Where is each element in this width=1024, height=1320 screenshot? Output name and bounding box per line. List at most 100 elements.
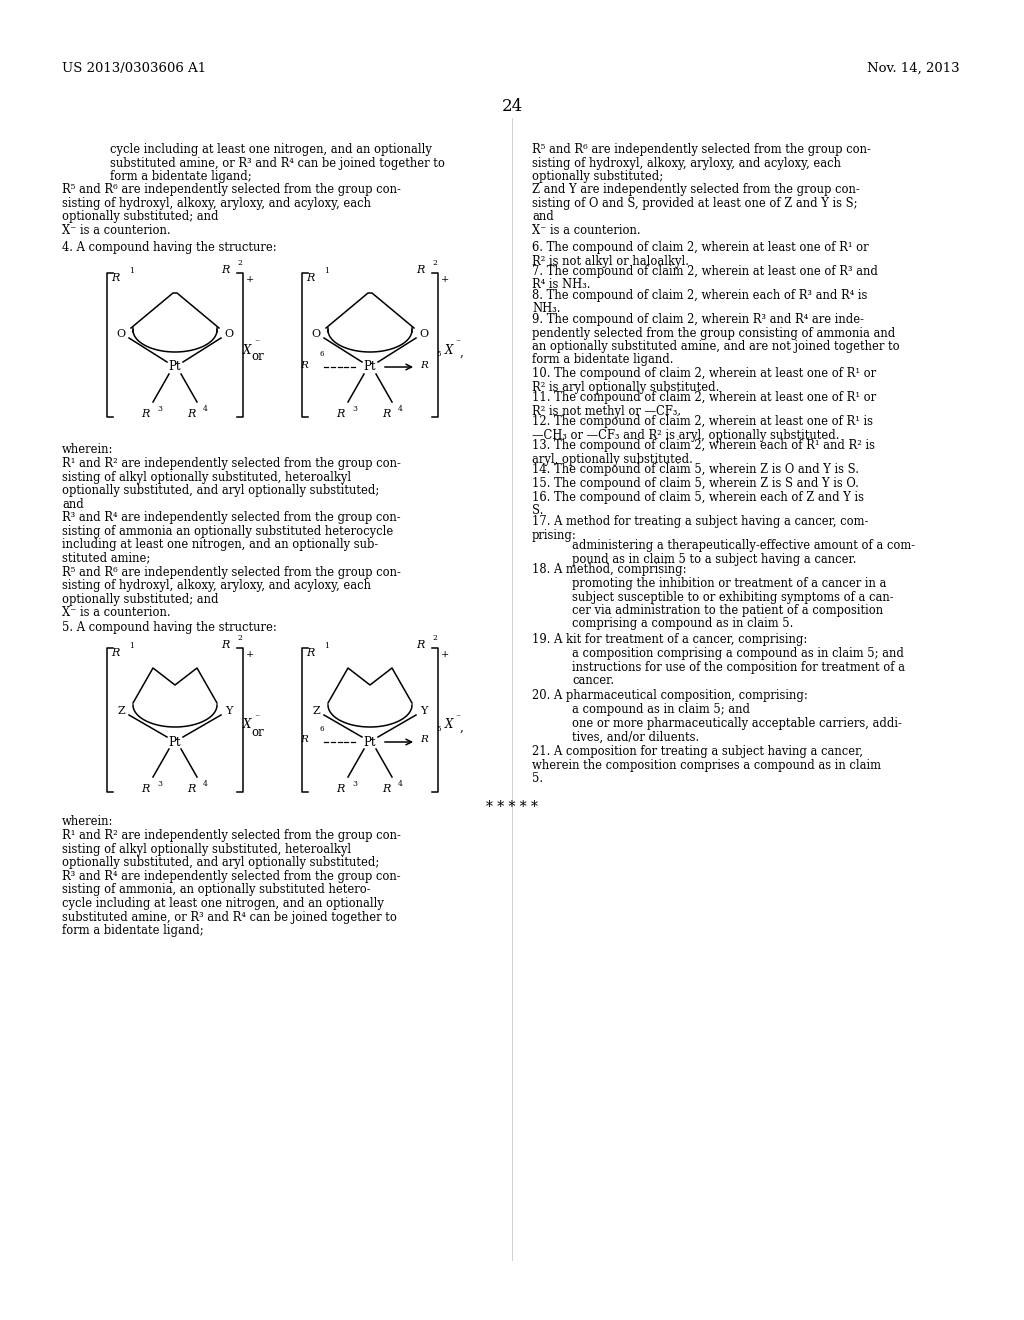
Text: Pt: Pt xyxy=(169,360,181,374)
Text: 6: 6 xyxy=(319,350,324,358)
Text: 15. The compound of claim 5, wherein Z is S and Y is O.: 15. The compound of claim 5, wherein Z i… xyxy=(532,477,859,490)
Text: R: R xyxy=(112,648,120,657)
Text: 19. A kit for treatment of a cancer, comprising:: 19. A kit for treatment of a cancer, com… xyxy=(532,634,807,645)
Text: Z: Z xyxy=(117,706,125,715)
Text: substituted amine, or R³ and R⁴ can be joined together to: substituted amine, or R³ and R⁴ can be j… xyxy=(62,911,397,924)
Text: substituted amine, or R³ and R⁴ can be joined together to: substituted amine, or R³ and R⁴ can be j… xyxy=(110,157,444,169)
Text: R: R xyxy=(416,640,424,649)
Text: 5.: 5. xyxy=(532,772,543,785)
Text: cer via administration to the patient of a composition: cer via administration to the patient of… xyxy=(572,605,883,616)
Text: +: + xyxy=(246,649,254,659)
Text: R⁴ is NH₃.: R⁴ is NH₃. xyxy=(532,279,591,292)
Text: and: and xyxy=(532,210,554,223)
Text: optionally substituted; and: optionally substituted; and xyxy=(62,593,218,606)
Text: X: X xyxy=(243,718,251,731)
Text: 3: 3 xyxy=(352,405,357,413)
Text: R⁵ and R⁶ are independently selected from the group con-: R⁵ and R⁶ are independently selected fro… xyxy=(532,143,870,156)
Text: 5: 5 xyxy=(436,350,440,358)
Text: R: R xyxy=(221,265,229,275)
Text: R: R xyxy=(112,273,120,282)
Text: Pt: Pt xyxy=(364,735,376,748)
Text: 4: 4 xyxy=(398,405,402,413)
Text: stituted amine;: stituted amine; xyxy=(62,552,151,565)
Text: R: R xyxy=(306,648,315,657)
Text: R: R xyxy=(186,409,196,418)
Text: sisting of alkyl optionally substituted, heteroalkyl: sisting of alkyl optionally substituted,… xyxy=(62,842,351,855)
Text: 6: 6 xyxy=(319,725,324,733)
Text: ⁻: ⁻ xyxy=(455,714,460,722)
Text: Y: Y xyxy=(225,706,232,715)
Text: R³ and R⁴ are independently selected from the group con-: R³ and R⁴ are independently selected fro… xyxy=(62,870,400,883)
Text: 1: 1 xyxy=(129,267,134,275)
Text: and: and xyxy=(62,498,84,511)
Text: R¹ and R² are independently selected from the group con-: R¹ and R² are independently selected fro… xyxy=(62,829,400,842)
Text: sisting of ammonia, an optionally substituted hetero-: sisting of ammonia, an optionally substi… xyxy=(62,883,371,896)
Text: 5. A compound having the structure:: 5. A compound having the structure: xyxy=(62,620,276,634)
Text: +: + xyxy=(441,649,450,659)
Text: an optionally substituted amine, and are not joined together to: an optionally substituted amine, and are… xyxy=(532,341,900,352)
Text: R³ and R⁴ are independently selected from the group con-: R³ and R⁴ are independently selected fro… xyxy=(62,511,400,524)
Text: R⁵ and R⁶ are independently selected from the group con-: R⁵ and R⁶ are independently selected fro… xyxy=(62,566,400,579)
Text: 20. A pharmaceutical composition, comprising:: 20. A pharmaceutical composition, compri… xyxy=(532,689,808,702)
Text: Pt: Pt xyxy=(169,735,181,748)
Text: X⁻ is a counterion.: X⁻ is a counterion. xyxy=(532,224,641,238)
Text: R: R xyxy=(221,640,229,649)
Text: instructions for use of the composition for treatment of a: instructions for use of the composition … xyxy=(572,661,905,675)
Text: R: R xyxy=(306,273,315,282)
Text: administering a therapeutically-effective amount of a com-: administering a therapeutically-effectiv… xyxy=(572,539,915,552)
Text: R: R xyxy=(186,784,196,795)
Text: O: O xyxy=(117,329,126,339)
Text: R: R xyxy=(336,784,344,795)
Text: aryl, optionally substituted.: aryl, optionally substituted. xyxy=(532,453,693,466)
Text: one or more pharmaceutically acceptable carriers, addi-: one or more pharmaceutically acceptable … xyxy=(572,717,902,730)
Text: 3: 3 xyxy=(157,405,162,413)
Text: 4: 4 xyxy=(203,780,208,788)
Text: Pt: Pt xyxy=(364,360,376,374)
Text: or: or xyxy=(252,726,264,738)
Text: wherein:: wherein: xyxy=(62,814,114,828)
Text: promoting the inhibition or treatment of a cancer in a: promoting the inhibition or treatment of… xyxy=(572,577,887,590)
Text: S.: S. xyxy=(532,504,544,517)
Text: form a bidentate ligand;: form a bidentate ligand; xyxy=(62,924,204,937)
Text: R⁵ and R⁶ are independently selected from the group con-: R⁵ and R⁶ are independently selected fro… xyxy=(62,183,400,195)
Text: O: O xyxy=(224,329,233,339)
Text: 3: 3 xyxy=(352,780,357,788)
Text: R: R xyxy=(420,735,428,744)
Text: prising:: prising: xyxy=(532,528,577,541)
Text: R: R xyxy=(300,360,308,370)
Text: Z: Z xyxy=(312,706,319,715)
Text: R² is not alkyl or haloalkyl.: R² is not alkyl or haloalkyl. xyxy=(532,255,689,268)
Text: optionally substituted, and aryl optionally substituted;: optionally substituted, and aryl optiona… xyxy=(62,484,379,498)
Text: sisting of O and S, provided at least one of Z and Y is S;: sisting of O and S, provided at least on… xyxy=(532,197,857,210)
Text: +: + xyxy=(441,275,450,284)
Text: a composition comprising a compound as in claim 5; and: a composition comprising a compound as i… xyxy=(572,647,904,660)
Text: 13. The compound of claim 2, wherein each of R¹ and R² is: 13. The compound of claim 2, wherein eac… xyxy=(532,440,874,451)
Text: 1: 1 xyxy=(324,267,329,275)
Text: ⁻: ⁻ xyxy=(254,714,259,722)
Text: sisting of hydroxyl, alkoxy, aryloxy, and acyloxy, each: sisting of hydroxyl, alkoxy, aryloxy, an… xyxy=(62,579,371,593)
Text: 8. The compound of claim 2, wherein each of R³ and R⁴ is: 8. The compound of claim 2, wherein each… xyxy=(532,289,867,302)
Text: ,: , xyxy=(460,346,464,359)
Text: 1: 1 xyxy=(129,642,134,649)
Text: 4: 4 xyxy=(203,405,208,413)
Text: pound as in claim 5 to a subject having a cancer.: pound as in claim 5 to a subject having … xyxy=(572,553,856,565)
Text: —CH₃ or —CF₃ and R² is aryl, optionally substituted.: —CH₃ or —CF₃ and R² is aryl, optionally … xyxy=(532,429,840,441)
Text: 16. The compound of claim 5, wherein each of Z and Y is: 16. The compound of claim 5, wherein eac… xyxy=(532,491,864,504)
Text: subject susceptible to or exhibiting symptoms of a can-: subject susceptible to or exhibiting sym… xyxy=(572,590,894,603)
Text: 7. The compound of claim 2, wherein at least one of R³ and: 7. The compound of claim 2, wherein at l… xyxy=(532,265,878,279)
Text: cycle including at least one nitrogen, and an optionally: cycle including at least one nitrogen, a… xyxy=(110,143,432,156)
Text: wherein:: wherein: xyxy=(62,444,114,455)
Text: X⁻ is a counterion.: X⁻ is a counterion. xyxy=(62,606,171,619)
Text: 5: 5 xyxy=(436,725,440,733)
Text: Z and Y are independently selected from the group con-: Z and Y are independently selected from … xyxy=(532,183,860,195)
Text: 3: 3 xyxy=(157,780,162,788)
Text: sisting of hydroxyl, alkoxy, aryloxy, and acyloxy, each: sisting of hydroxyl, alkoxy, aryloxy, an… xyxy=(62,197,371,210)
Text: R² is aryl optionally substituted.: R² is aryl optionally substituted. xyxy=(532,380,720,393)
Text: ⁻: ⁻ xyxy=(455,338,460,347)
Text: R: R xyxy=(141,409,150,418)
Text: wherein the composition comprises a compound as in claim: wherein the composition comprises a comp… xyxy=(532,759,881,771)
Text: * * * * *: * * * * * xyxy=(486,800,538,814)
Text: R: R xyxy=(382,784,390,795)
Text: R¹ and R² are independently selected from the group con-: R¹ and R² are independently selected fro… xyxy=(62,457,400,470)
Text: sisting of hydroxyl, alkoxy, aryloxy, and acyloxy, each: sisting of hydroxyl, alkoxy, aryloxy, an… xyxy=(532,157,841,169)
